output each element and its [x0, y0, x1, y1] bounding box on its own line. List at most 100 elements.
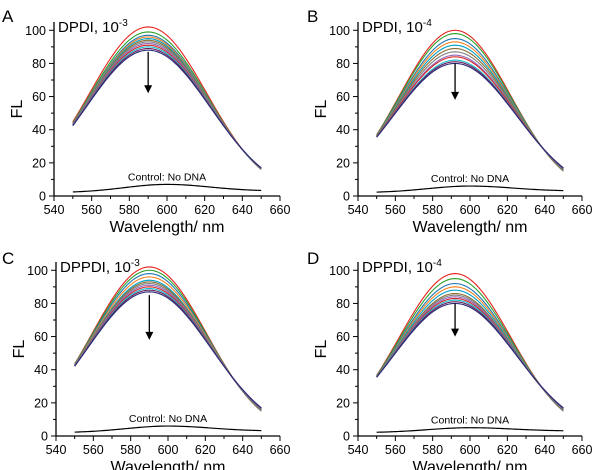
y-tick-label: 20	[336, 156, 350, 170]
x-tick-label: 620	[194, 203, 215, 217]
y-tick-label: 100	[329, 264, 350, 278]
chart-panel-c: 540 560 580 600 620 640 660 0 20 40 60 80 100 Wavelen…	[2, 249, 290, 470]
x-tick-label: 600	[158, 443, 179, 457]
x-tick-label: 580	[120, 443, 141, 457]
series-line-9	[376, 297, 564, 410]
chart-title-exponent: -4	[423, 18, 432, 29]
series-line-7	[72, 41, 262, 169]
trend-arrow-head	[451, 328, 460, 337]
panel-letter: C	[2, 249, 14, 268]
y-tick-label: 0	[343, 190, 350, 204]
x-tick-label: 660	[572, 443, 593, 457]
series-line-7	[376, 294, 564, 410]
x-tick-label: 540	[44, 203, 65, 217]
y-tick-label: 60	[34, 330, 48, 344]
x-tick-label: 640	[534, 443, 555, 457]
series-line-1	[72, 26, 262, 170]
y-tick-label: 60	[32, 90, 46, 104]
x-tick-label: 660	[572, 203, 593, 217]
series-line-7	[74, 282, 262, 410]
control-label: Control: No DNA	[128, 171, 206, 183]
y-axis-label: FL	[313, 100, 330, 119]
y-tick-label: 100	[25, 24, 46, 38]
series-line-9	[376, 56, 564, 170]
series-line-12	[74, 291, 262, 409]
series-line-10	[74, 287, 262, 409]
series-line-11	[376, 301, 564, 409]
panel-letter: A	[2, 7, 14, 26]
chart-title-exponent: -4	[433, 258, 442, 269]
series-line-1	[376, 273, 564, 412]
y-tick-label: 40	[336, 363, 350, 377]
x-tick-label: 560	[385, 443, 406, 457]
control-label: Control: No DNA	[431, 415, 509, 427]
trend-arrow-head	[451, 91, 460, 100]
y-tick-label: 0	[343, 430, 350, 444]
trend-arrow-head	[145, 331, 154, 340]
chart-title-exponent: -3	[119, 18, 128, 29]
y-tick-label: 80	[34, 297, 48, 311]
x-axis-label: Wavelength/ nm	[412, 219, 527, 236]
y-tick-label: 100	[27, 264, 48, 278]
x-tick-label: 620	[195, 443, 216, 457]
x-tick-label: 540	[348, 203, 369, 217]
series-line-11	[376, 61, 564, 169]
series-line-7	[376, 51, 564, 170]
series-line-8	[74, 284, 262, 410]
series-line-8	[376, 54, 564, 170]
y-tick-label: 100	[329, 24, 350, 38]
chart-title: DPDI, 10-4	[362, 18, 432, 36]
series-line-11	[72, 47, 262, 169]
y-tick-label: 20	[336, 396, 350, 410]
series-line-12	[72, 49, 262, 169]
series-line-8	[72, 42, 262, 169]
control-line	[376, 427, 564, 433]
chart-title-exponent: -3	[131, 258, 140, 269]
y-tick-label: 60	[336, 330, 350, 344]
series-line-10	[376, 299, 564, 409]
x-tick-label: 580	[422, 443, 443, 457]
panel-letter: B	[307, 7, 318, 26]
x-tick-label: 580	[422, 203, 443, 217]
series-line-9	[74, 286, 262, 410]
panel-letter: D	[307, 249, 319, 268]
chart-title: DPPDI, 10-3	[60, 258, 140, 276]
series-line-10	[72, 46, 262, 169]
control-line	[72, 183, 262, 193]
y-tick-label: 0	[39, 190, 46, 204]
x-axis-label: Wavelength/ nm	[412, 459, 527, 470]
y-axis-label: FL	[313, 340, 330, 359]
x-tick-label: 540	[46, 443, 67, 457]
x-tick-label: 540	[348, 443, 369, 457]
chart-panel-b: 540 560 580 600 620 640 660 0 20 40 60 80 100 Wavelen…	[307, 7, 592, 236]
control-line	[74, 425, 262, 433]
x-tick-label: 620	[497, 443, 518, 457]
series-line-10	[376, 59, 564, 169]
y-axis-label: FL	[11, 340, 28, 359]
x-tick-label: 560	[385, 203, 406, 217]
chart-title: DPDI, 10-3	[58, 18, 128, 36]
y-tick-label: 40	[34, 363, 48, 377]
chart-title: DPPDI, 10-4	[362, 258, 442, 276]
x-tick-label: 660	[270, 443, 291, 457]
x-tick-label: 660	[270, 203, 291, 217]
control-line	[376, 185, 564, 193]
y-tick-label: 80	[336, 297, 350, 311]
series-line-5	[72, 38, 262, 170]
series-line-12	[376, 302, 564, 409]
x-tick-label: 640	[534, 203, 555, 217]
x-tick-label: 620	[497, 203, 518, 217]
series-line-5	[376, 289, 564, 411]
x-axis-label: Wavelength/ nm	[110, 459, 225, 470]
x-tick-label: 640	[232, 203, 253, 217]
series-line-6	[376, 292, 564, 411]
x-tick-label: 560	[83, 443, 104, 457]
x-axis-label: Wavelength/ nm	[109, 219, 224, 236]
y-tick-label: 80	[336, 57, 350, 71]
control-label: Control: No DNA	[129, 413, 207, 425]
series-line-8	[376, 296, 564, 410]
x-tick-label: 600	[460, 443, 481, 457]
x-tick-label: 580	[119, 203, 140, 217]
y-axis-label: FL	[9, 100, 26, 119]
